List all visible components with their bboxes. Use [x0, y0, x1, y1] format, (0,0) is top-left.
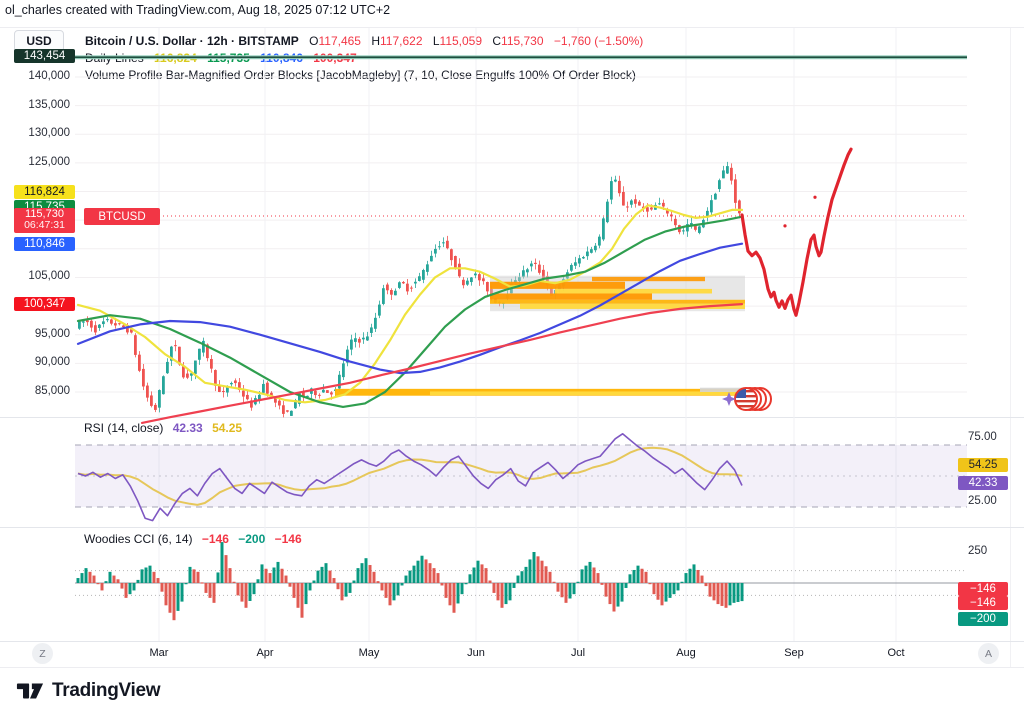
daily-line-value-red: 100,347 [313, 51, 357, 65]
daily-lines-label: Daily Lines [85, 51, 144, 65]
price-tick: 130,000 [28, 127, 70, 140]
rsi-scale-low: 25.00 [968, 495, 997, 507]
cci-scale-top: 250 [968, 545, 988, 557]
us-flag-icon [722, 387, 772, 411]
tradingview-logo-text: TradingView [52, 680, 161, 701]
rsi-main-badge: 42.33 [958, 476, 1008, 490]
tradingview-logo-icon [16, 683, 44, 699]
change-value: −1,760 (−1.50%) [553, 34, 644, 48]
attribution-note: ol_charles created with TradingView.com,… [5, 3, 391, 17]
daily-line-value-green: 115,735 [207, 51, 250, 65]
month-label-may: May [358, 647, 380, 659]
month-label-oct: Oct [887, 647, 905, 659]
currency-chip[interactable]: USD [14, 30, 64, 52]
month-label-aug: Aug [676, 647, 696, 659]
price-tick: 135,000 [28, 98, 70, 111]
widget-top-border [0, 27, 1024, 28]
month-label-jul: Jul [570, 647, 586, 659]
chart-legend: Bitcoin / U.S. Dollar · 12h · BITSTAMP O… [85, 33, 643, 84]
price-pane[interactable] [75, 28, 967, 417]
sparkle-icon [722, 392, 736, 406]
rsi-scale-high: 75.00 [968, 431, 997, 443]
month-label-jun: Jun [467, 647, 485, 659]
countdown-timer: 06:47:31 [24, 219, 65, 231]
timezone-button[interactable]: Z [32, 643, 53, 664]
price-badge: 116,824 [14, 185, 75, 199]
cci-badge-2: −146 [958, 596, 1008, 610]
pane-separator[interactable] [0, 417, 1024, 418]
time-axis-separator [0, 641, 1024, 642]
legend-indicator-row[interactable]: Volume Profile Bar-Magnified Order Block… [85, 67, 643, 83]
symbol-price-tag: BTCUSD [84, 208, 160, 225]
price-badge: 100,347 [14, 297, 75, 311]
widget-bottom-border [0, 667, 1024, 668]
price-tick: 125,000 [28, 155, 70, 168]
cci-value-3: −146 [274, 532, 302, 546]
month-label-sep: Sep [784, 647, 804, 659]
cci-header[interactable]: Woodies CCI (6, 14) −146 −200 −146 [84, 532, 302, 546]
cci-title: Woodies CCI (6, 14) [84, 532, 193, 546]
price-tick: 90,000 [34, 356, 70, 369]
tradingview-logo[interactable]: TradingView [16, 679, 161, 703]
cci-badge-3: −200 [958, 612, 1008, 626]
pane-separator[interactable] [0, 527, 1024, 528]
rsi-value-smooth: 54.25 [212, 421, 243, 435]
month-label-apr: Apr [256, 647, 274, 659]
adjust-button[interactable]: A [978, 643, 999, 664]
price-tick: 95,000 [34, 327, 70, 340]
cci-value-1: −146 [201, 532, 229, 546]
month-label-mar: Mar [149, 647, 169, 659]
price-tick: 85,000 [34, 384, 70, 397]
price-badge: 115,730 06:47:31 [14, 208, 75, 233]
price-tick: 105,000 [28, 270, 70, 283]
volume-profile-indicator-title: Volume Profile Bar-Magnified Order Block… [85, 68, 636, 82]
daily-line-value-blue: 110,846 [260, 51, 303, 65]
price-tick: 140,000 [28, 70, 70, 82]
symbol-title[interactable]: Bitcoin / U.S. Dollar · 12h · BITSTAMP [85, 34, 299, 48]
rsi-value-main: 42.33 [172, 421, 203, 435]
legend-symbol-row[interactable]: Bitcoin / U.S. Dollar · 12h · BITSTAMP O… [85, 34, 644, 48]
price-badge: 110,846 [14, 237, 75, 251]
rsi-title: RSI (14, close) [84, 421, 164, 435]
cci-value-2: −200 [238, 532, 266, 546]
widget-right-border [1010, 28, 1011, 667]
rsi-header[interactable]: RSI (14, close) 42.33 54.25 [84, 421, 242, 435]
ath-price-label: 143,454 [14, 49, 75, 64]
cci-badge-1: −146 [958, 582, 1008, 596]
rsi-smooth-badge: 54.25 [958, 458, 1008, 472]
legend-daily-lines-row[interactable]: Daily Lines 116,824 115,735 110,846 100,… [85, 50, 643, 66]
daily-line-value-yellow: 116,824 [154, 51, 197, 65]
